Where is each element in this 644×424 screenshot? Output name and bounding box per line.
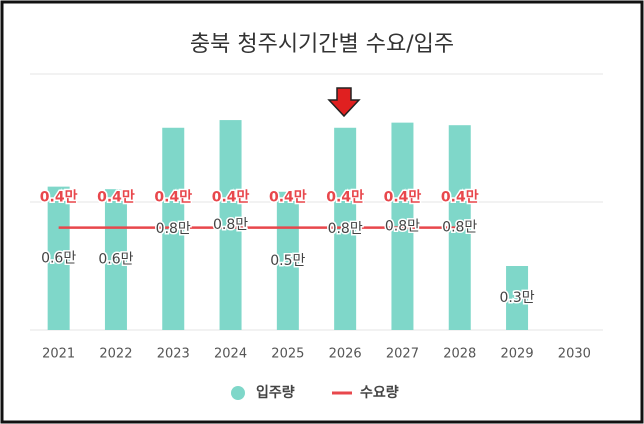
x-tick-label: 2025 [271, 347, 304, 362]
bar-value-label: 0.8만 [385, 218, 420, 234]
x-tick-label: 2030 [558, 347, 591, 362]
x-tick-label: 2028 [443, 347, 476, 362]
line-value-label: 0.4만 [40, 190, 78, 206]
x-tick-label: 2024 [214, 347, 247, 362]
line-value-label: 0.4만 [269, 190, 307, 206]
x-tick-label: 2021 [42, 347, 75, 362]
line-value-label: 0.4만 [441, 190, 479, 206]
bar [391, 122, 414, 330]
bar-value-label: 0.3만 [499, 290, 534, 306]
legend-swatch [231, 386, 245, 400]
bar [219, 120, 242, 330]
bar-value-label: 0.8만 [156, 221, 191, 237]
highlight-arrow [327, 87, 361, 118]
bar [104, 189, 127, 330]
bar-value-label: 0.6만 [41, 250, 76, 266]
x-tick-label: 2022 [99, 347, 132, 362]
bar [47, 186, 70, 330]
bar-value-label: 0.6만 [98, 252, 133, 268]
bar [162, 127, 185, 330]
line-value-label: 0.4만 [326, 190, 364, 206]
chart-title: 충북 청주시기간별 수요/입주 [190, 32, 454, 57]
x-tick-label: 2023 [157, 347, 190, 362]
x-tick-label: 2027 [386, 347, 419, 362]
bar [276, 191, 299, 330]
bar-value-label: 0.8만 [213, 217, 248, 233]
line-value-label: 0.4만 [97, 190, 135, 206]
line-value-label: 0.4만 [154, 190, 192, 206]
bar [334, 127, 357, 330]
x-tick-label: 2026 [329, 347, 362, 362]
x-tick-label: 2029 [501, 347, 534, 362]
bar-value-label: 0.8만 [442, 220, 477, 236]
bar [506, 266, 529, 330]
line-value-label: 0.4만 [384, 190, 422, 206]
bar-value-label: 0.5만 [270, 253, 305, 269]
legend-label: 수요량 [360, 385, 399, 401]
line-value-label: 0.4만 [212, 190, 250, 206]
legend-label: 입주량 [256, 385, 295, 401]
bar-value-label: 0.8만 [328, 221, 363, 237]
